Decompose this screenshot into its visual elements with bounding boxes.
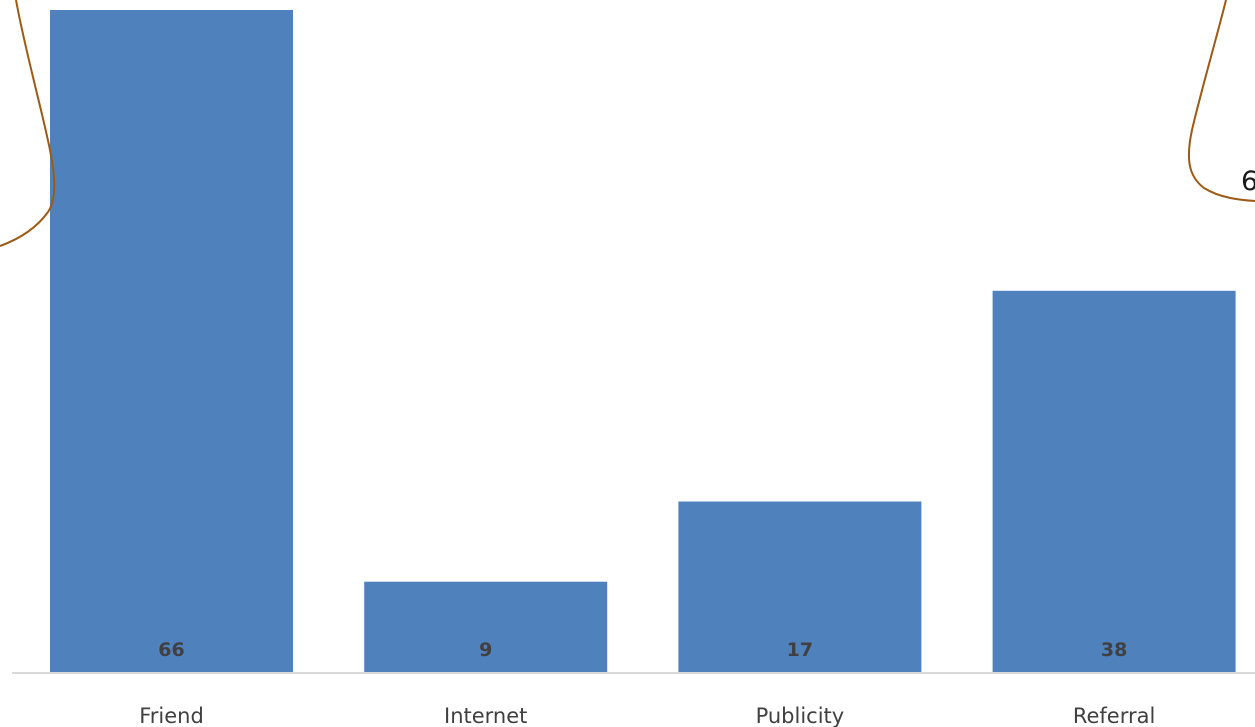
value-label-friend: 66 [158, 639, 184, 661]
value-labels-layer: 66 9 17 38 [158, 639, 1127, 661]
bar-internet [364, 581, 608, 672]
value-label-referral: 38 [1101, 639, 1127, 661]
value-label-internet: 9 [479, 639, 492, 661]
bars-layer [50, 10, 1236, 672]
callout-right-text: 6 [1241, 166, 1255, 197]
callout-right-outline [1187, 0, 1255, 202]
callout-left-outline [0, 0, 56, 247]
callouts-layer: 6 [0, 0, 1255, 247]
category-label-referral: Referral [1073, 704, 1155, 727]
bar-friend [50, 10, 293, 672]
category-label-internet: Internet [444, 704, 527, 727]
category-labels-layer: Friend Internet Publicity Referral [139, 704, 1155, 727]
category-label-friend: Friend [139, 704, 204, 727]
bar-publicity [678, 501, 922, 672]
category-label-publicity: Publicity [756, 704, 845, 727]
value-label-publicity: 17 [787, 639, 813, 661]
bar-referral [992, 290, 1236, 672]
